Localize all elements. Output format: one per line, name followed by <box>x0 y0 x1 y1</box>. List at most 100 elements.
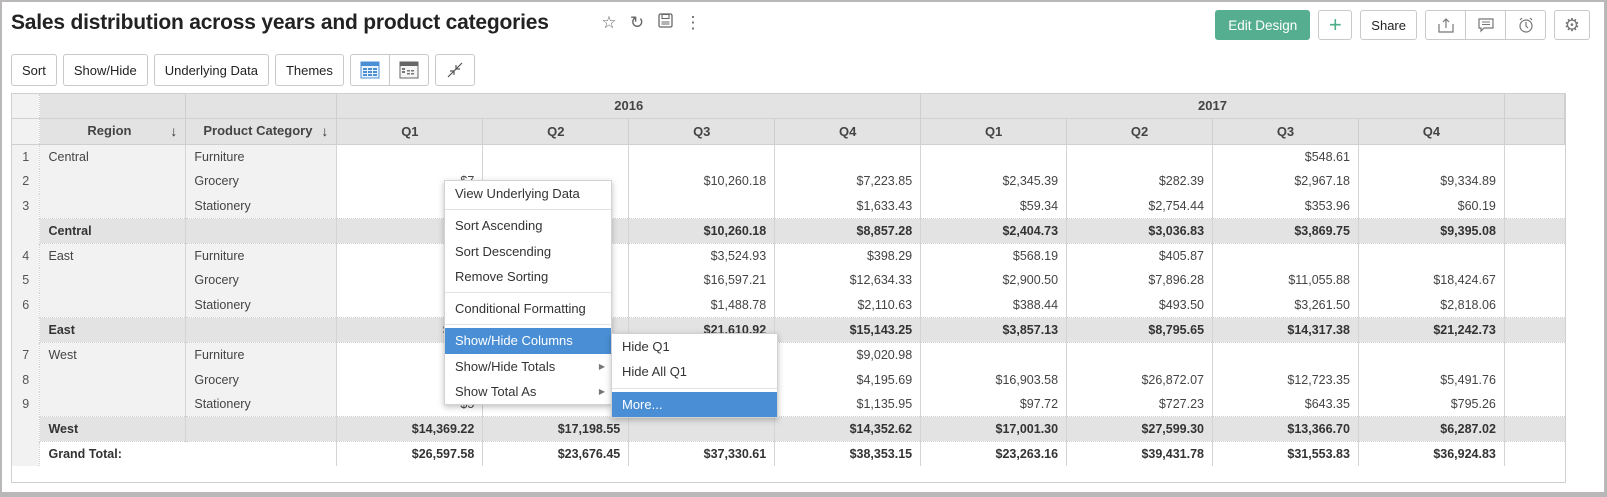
value-cell[interactable]: $27,599.30 <box>1066 416 1214 443</box>
value-cell[interactable]: $643.35 <box>1212 391 1359 417</box>
value-cell[interactable]: $14,352.62 <box>774 416 922 443</box>
product-category-cell[interactable]: Stationery <box>185 391 338 417</box>
product-category-cell[interactable]: Furniture <box>185 342 338 368</box>
value-cell[interactable]: $8,857.28 <box>774 217 922 244</box>
refresh-icon[interactable]: ↻ <box>629 13 645 32</box>
value-cell[interactable]: $2,110.63 <box>774 292 922 318</box>
value-cell[interactable] <box>1358 243 1505 268</box>
value-cell[interactable] <box>920 342 1068 368</box>
value-cell[interactable]: $12,634.33 <box>774 267 922 293</box>
export-button[interactable] <box>1425 10 1466 40</box>
value-cell[interactable]: $59.34 <box>920 193 1068 219</box>
value-cell[interactable]: $282.39 <box>1066 168 1214 194</box>
value-cell[interactable]: $1,135.95 <box>774 391 922 417</box>
underlying-data-button[interactable]: Underlying Data <box>153 54 269 86</box>
product-category-cell[interactable]: Stationery <box>185 193 338 219</box>
value-cell[interactable]: $2,967.18 <box>1212 168 1359 194</box>
themes-button[interactable]: Themes <box>274 54 344 86</box>
value-cell[interactable]: $97.72 <box>920 391 1068 417</box>
menu-item-sort-ascending[interactable]: Sort Ascending <box>455 218 543 234</box>
menu-item-show-hide-columns[interactable]: Show/Hide Columns <box>445 328 611 354</box>
menu-item-sort-descending[interactable]: Sort Descending <box>455 243 552 259</box>
region-cell[interactable]: East <box>39 243 187 268</box>
quarter-header[interactable]: Q3 <box>628 118 776 145</box>
value-cell[interactable]: $17,001.30 <box>920 416 1068 443</box>
menu-item-view-underlying-data[interactable]: View Underlying Data <box>455 186 580 201</box>
sort-down-icon[interactable]: ↓ <box>321 123 329 139</box>
menu-item-show-hide-totals[interactable]: Show/Hide Totals ▶ <box>445 354 611 379</box>
product-category-cell[interactable]: Grocery <box>185 367 338 392</box>
value-cell[interactable]: $39,431.78 <box>1066 441 1214 467</box>
value-cell[interactable]: $388.44 <box>920 292 1068 318</box>
edit-design-button[interactable]: Edit Design <box>1215 10 1311 40</box>
region-cell[interactable]: West <box>39 416 187 443</box>
year-header[interactable]: 2017 <box>920 94 1505 119</box>
value-cell[interactable]: $9,334.89 <box>1358 168 1505 194</box>
value-cell[interactable] <box>1212 342 1359 368</box>
value-cell[interactable]: $3,261.50 <box>1212 292 1359 318</box>
sort-button[interactable]: Sort <box>11 54 57 86</box>
submenu-item-hide-all-q1[interactable]: Hide All Q1 <box>622 364 688 380</box>
value-cell[interactable]: $2,754.44 <box>1066 193 1214 219</box>
value-cell[interactable] <box>1066 342 1214 368</box>
value-cell[interactable]: $5,491.76 <box>1358 367 1505 392</box>
region-cell[interactable] <box>39 391 187 417</box>
value-cell[interactable]: $15,143.25 <box>774 317 922 343</box>
value-cell[interactable]: $3,524.93 <box>628 243 776 268</box>
value-cell[interactable] <box>628 193 776 219</box>
quarter-header[interactable]: Q4 <box>774 118 922 145</box>
value-cell[interactable]: $3,857.13 <box>920 317 1068 343</box>
value-cell[interactable]: $2,345.39 <box>920 168 1068 194</box>
value-cell[interactable]: $4,195.69 <box>774 367 922 392</box>
region-cell[interactable]: East <box>39 317 187 343</box>
year-header[interactable]: 2016 <box>336 94 922 119</box>
value-cell[interactable]: $2,818.06 <box>1358 292 1505 318</box>
share-button[interactable]: Share <box>1360 10 1417 40</box>
quarter-header[interactable]: Q4 <box>1358 118 1505 145</box>
value-cell[interactable]: $10,260.18 <box>628 217 776 244</box>
value-cell[interactable]: $21,242.73 <box>1358 317 1505 343</box>
product-category-cell[interactable] <box>185 217 338 244</box>
value-cell[interactable]: $795.26 <box>1358 391 1505 417</box>
product-category-cell[interactable] <box>185 416 338 443</box>
settings-button[interactable]: ⚙ <box>1554 10 1590 40</box>
value-cell[interactable]: $23,676.45 <box>482 441 630 467</box>
value-cell[interactable]: $7,223.85 <box>774 168 922 194</box>
quarter-header[interactable]: Q1 <box>920 118 1068 145</box>
save-icon[interactable] <box>656 13 674 33</box>
value-cell[interactable]: $2,900.50 <box>920 267 1068 293</box>
alarm-button[interactable] <box>1505 10 1546 40</box>
region-cell[interactable] <box>39 193 187 219</box>
value-cell[interactable]: $1,488.78 <box>628 292 776 318</box>
value-cell[interactable]: $21,610.92 <box>628 317 776 343</box>
submenu-item-more[interactable]: More... <box>612 391 777 417</box>
value-cell[interactable] <box>774 144 922 169</box>
value-cell[interactable]: $2,404.73 <box>920 217 1068 244</box>
value-cell[interactable] <box>628 416 776 443</box>
sort-down-icon[interactable]: ↓ <box>170 123 178 139</box>
region-cell[interactable]: Central <box>39 217 187 244</box>
value-cell[interactable]: $568.19 <box>920 243 1068 268</box>
value-cell[interactable]: $38,353.15 <box>774 441 922 467</box>
product-category-cell[interactable]: Furniture <box>185 144 338 169</box>
value-cell[interactable] <box>1358 342 1505 368</box>
value-cell[interactable] <box>1358 144 1505 169</box>
value-cell[interactable]: $10,260.18 <box>628 168 776 194</box>
region-cell[interactable]: West <box>39 342 187 368</box>
value-cell[interactable]: $14,369.22 <box>336 416 484 443</box>
value-cell[interactable]: $23,263.16 <box>920 441 1068 467</box>
value-cell[interactable]: $548.61 <box>1212 144 1359 169</box>
value-cell[interactable] <box>1212 243 1359 268</box>
collapse-button[interactable] <box>434 54 475 86</box>
region-cell[interactable] <box>39 367 187 392</box>
product-category-header[interactable]: Product Category ↓ <box>185 118 338 145</box>
menu-item-show-total-as[interactable]: Show Total As ▶ <box>445 379 611 404</box>
region-cell[interactable] <box>39 168 187 194</box>
value-cell[interactable]: $353.96 <box>1212 193 1359 219</box>
quarter-header[interactable]: Q2 <box>482 118 630 145</box>
region-header[interactable]: Region ↓ <box>39 118 187 145</box>
value-cell[interactable]: $26,597.58 <box>336 441 484 467</box>
value-cell[interactable]: $12,723.35 <box>1212 367 1359 392</box>
value-cell[interactable]: $7,896.28 <box>1066 267 1214 293</box>
value-cell[interactable] <box>336 144 484 169</box>
